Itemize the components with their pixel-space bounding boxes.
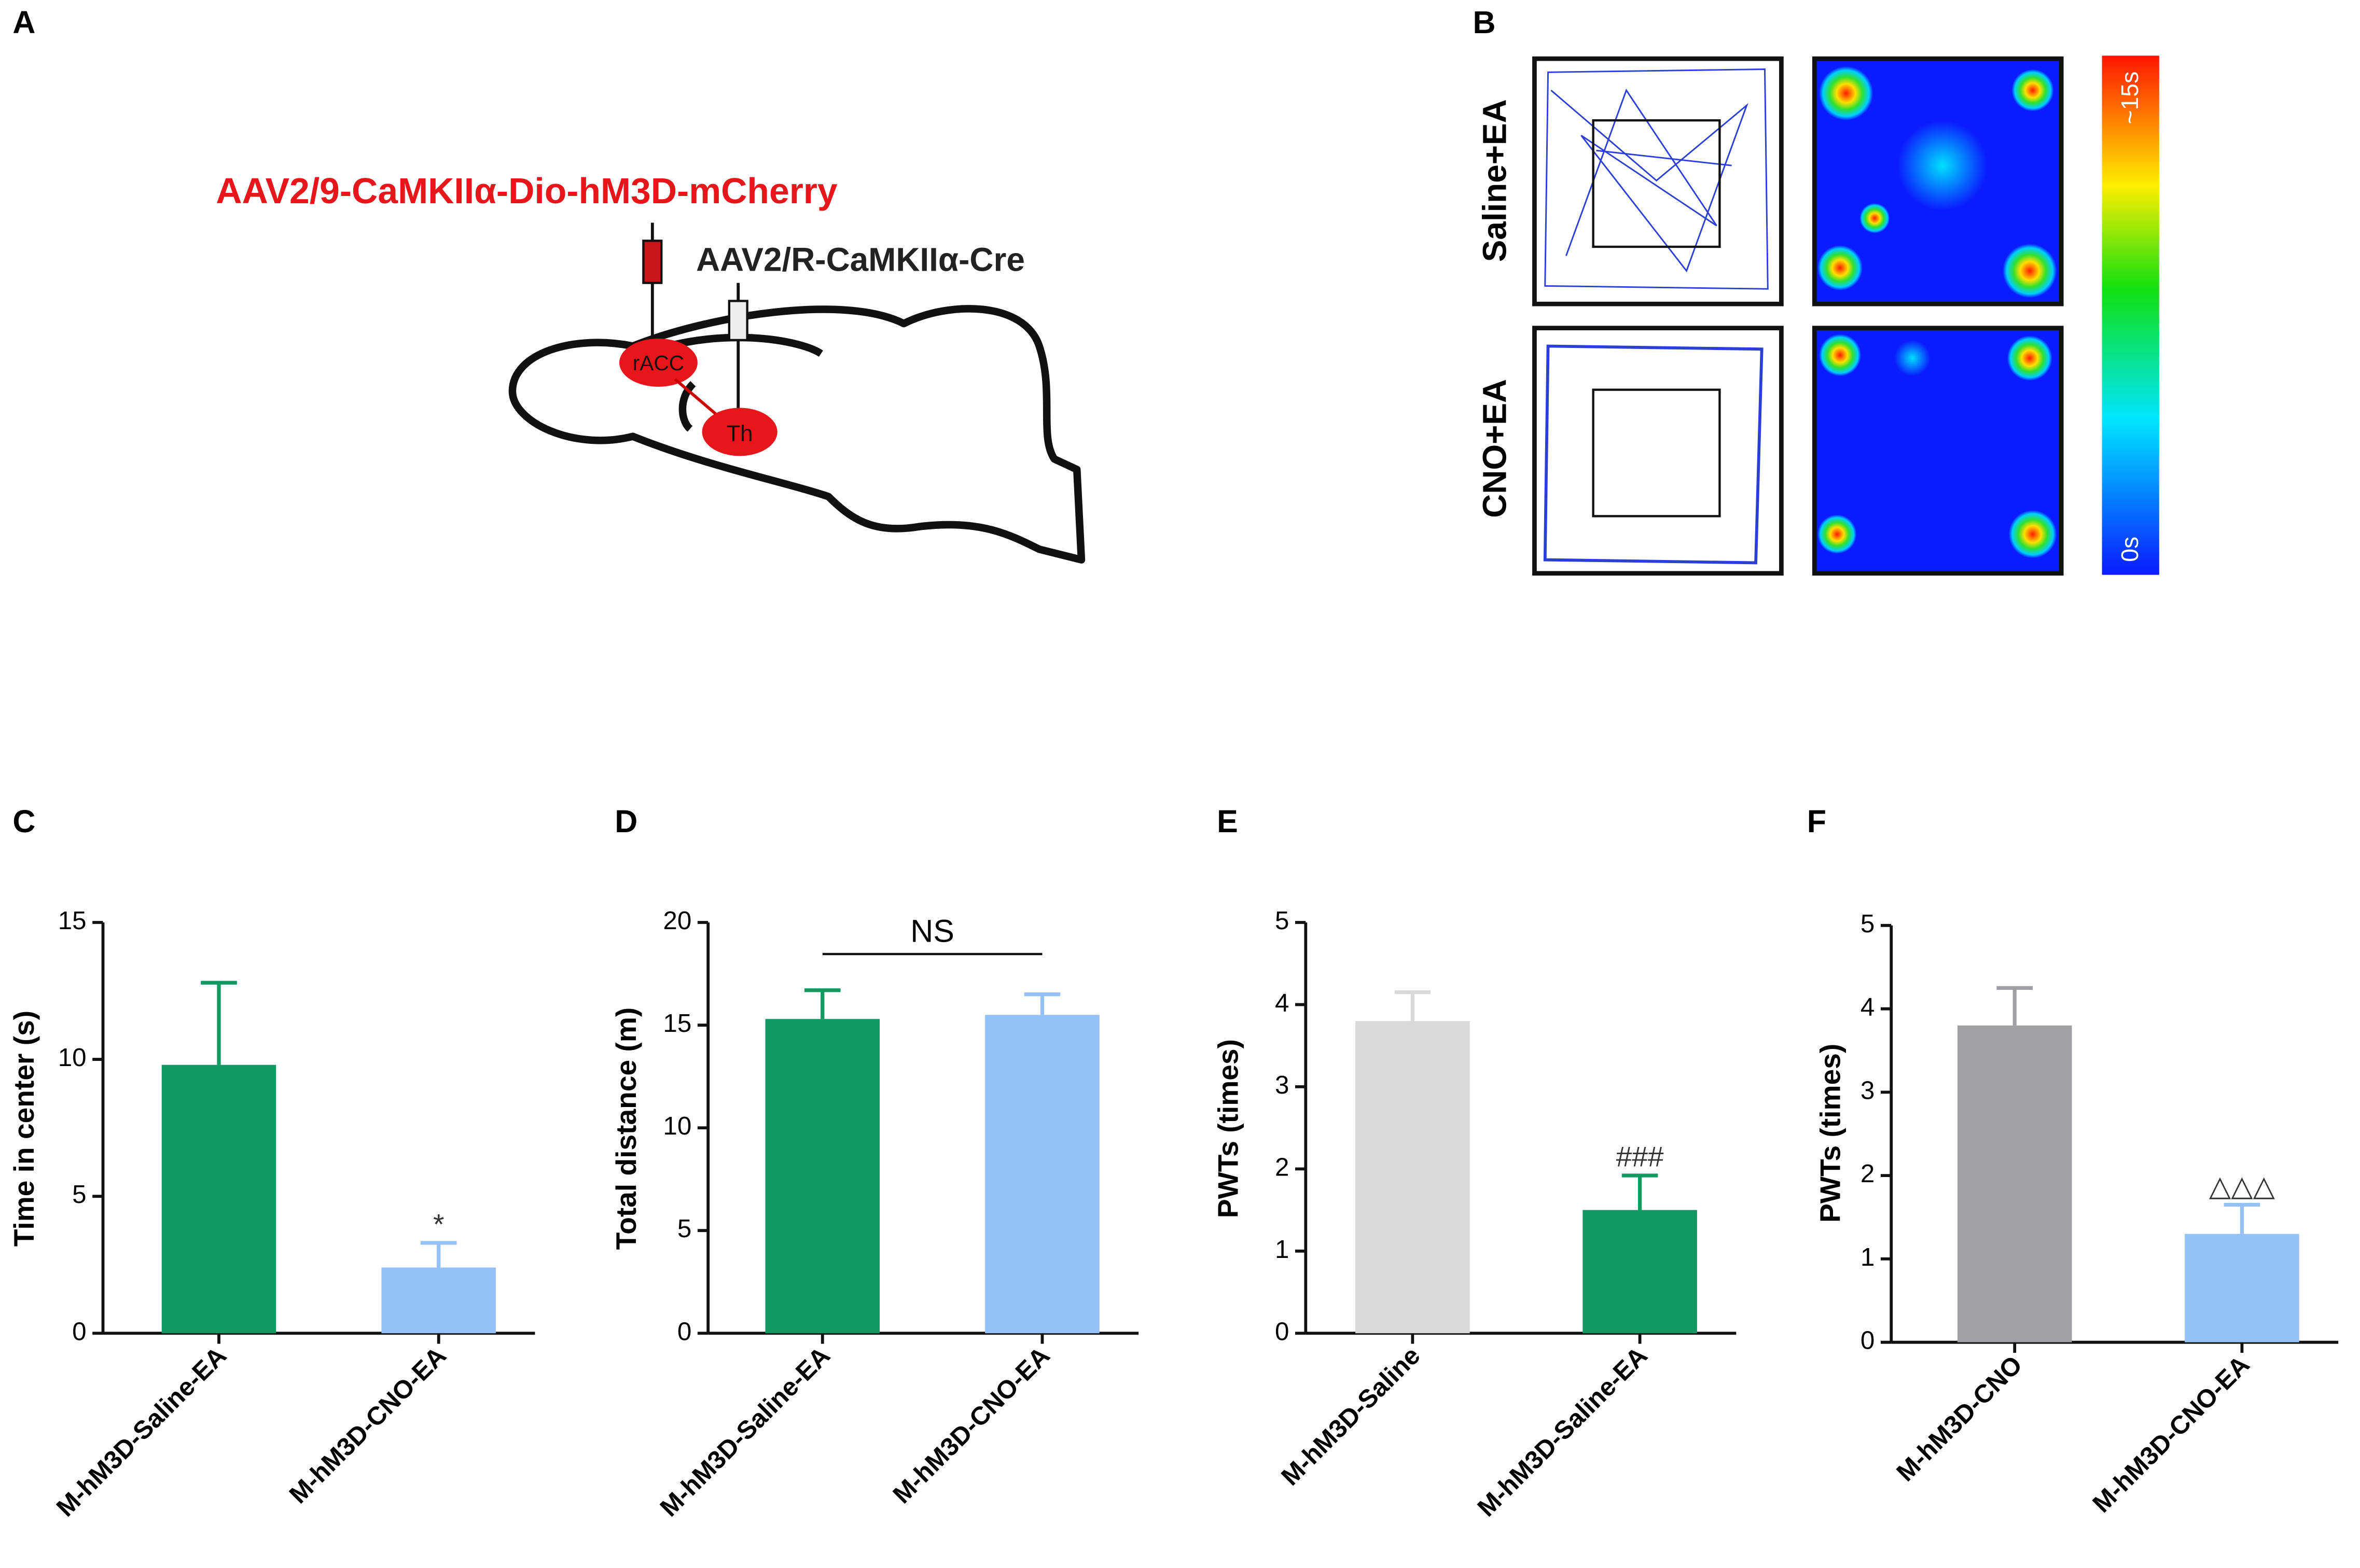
colorbar-label: ~15s (2116, 72, 2143, 124)
x-tick-label: M-hM3D-Saline-EA (655, 1341, 836, 1522)
y-tick-label: 2 (1861, 1159, 1875, 1188)
y-tick-label: 4 (1861, 993, 1875, 1021)
y-tick-label: 15 (58, 906, 87, 935)
bar (381, 1267, 496, 1334)
region-label: rACC (633, 351, 684, 375)
y-tick-label: 4 (1275, 988, 1289, 1017)
y-tick-label: 20 (663, 906, 691, 935)
y-tick-label: 5 (1861, 909, 1875, 938)
bar (765, 1019, 880, 1334)
y-tick-label: 5 (677, 1214, 691, 1243)
y-tick-label: 0 (677, 1317, 691, 1346)
y-tick-label: 0 (1275, 1317, 1289, 1346)
bar (985, 1015, 1100, 1334)
y-tick-label: 10 (58, 1043, 87, 1072)
x-tick-label: M-hM3D-CNO (1891, 1350, 2028, 1487)
y-tick-label: 0 (72, 1317, 86, 1346)
significance-label: ### (1616, 1141, 1664, 1173)
significance-label: * (433, 1208, 444, 1240)
colorbar-label: 0s (2116, 537, 2143, 562)
y-axis-label: Time in center (s) (8, 1011, 40, 1247)
panel-label: E (1217, 804, 1238, 839)
virus-label: AAV2/R-CaMKIIα-Cre (696, 241, 1025, 278)
virus-label: AAV2/9-CaMKIIα-Dio-hM3D-mCherry (216, 171, 838, 211)
row-label: CNO+EA (1476, 379, 1513, 518)
y-tick-label: 1 (1275, 1235, 1289, 1264)
y-tick-label: 10 (663, 1112, 691, 1140)
error-bar (804, 988, 841, 1019)
y-axis-label: PWTs (times) (1814, 1044, 1847, 1223)
brain-outline (508, 305, 1086, 564)
y-tick-label: 5 (1275, 906, 1289, 935)
x-tick-label: M-hM3D-CNO-EA (887, 1341, 1056, 1509)
colorbar (2102, 55, 2159, 575)
y-tick-label: 15 (663, 1009, 691, 1038)
panel-label: A (12, 5, 35, 40)
region (619, 338, 698, 387)
error-bar (1996, 986, 2033, 1026)
y-tick-label: 2 (1275, 1153, 1289, 1181)
significance-label: △△△ (2209, 1170, 2275, 1202)
error-bar (1394, 990, 1431, 1021)
syringe (642, 222, 748, 422)
projection-arrow (674, 378, 717, 415)
region (702, 408, 778, 456)
bar (1355, 1021, 1470, 1334)
error-bar (201, 981, 237, 1065)
significance-label: NS (910, 914, 954, 949)
region-label: Th (727, 421, 753, 446)
x-tick-label: M-hM3D-CNO-EA (2087, 1350, 2255, 1518)
x-tick-label: M-hM3D-Saline-EA (51, 1341, 232, 1522)
panel-label: D (615, 804, 637, 839)
panel-label: C (12, 804, 35, 839)
bar (1957, 1025, 2072, 1342)
bar (1582, 1210, 1697, 1334)
heatmap (1812, 56, 2064, 576)
row-label: Saline+EA (1476, 99, 1513, 262)
trajectory-box (1532, 56, 1784, 576)
y-axis-label: PWTs (times) (1212, 1039, 1244, 1218)
error-bar (1024, 992, 1061, 1015)
error-bar (1621, 1173, 1658, 1210)
bar (2185, 1234, 2299, 1342)
panel-label: B (1473, 5, 1495, 40)
y-tick-label: 3 (1275, 1071, 1289, 1099)
y-tick-label: 3 (1861, 1076, 1875, 1104)
x-tick-label: M-hM3D-CNO-EA (284, 1341, 452, 1509)
x-tick-label: M-hM3D-Saline-EA (1472, 1341, 1653, 1522)
y-tick-label: 1 (1861, 1243, 1875, 1271)
error-bar (2224, 1202, 2260, 1234)
y-tick-label: 0 (1861, 1326, 1875, 1355)
y-axis-label: Total distance (m) (610, 1007, 642, 1250)
x-tick-label: M-hM3D-Saline (1276, 1341, 1426, 1491)
error-bar (420, 1241, 457, 1268)
panel-label: F (1807, 804, 1826, 839)
bar (161, 1065, 276, 1334)
y-tick-label: 5 (72, 1180, 86, 1209)
